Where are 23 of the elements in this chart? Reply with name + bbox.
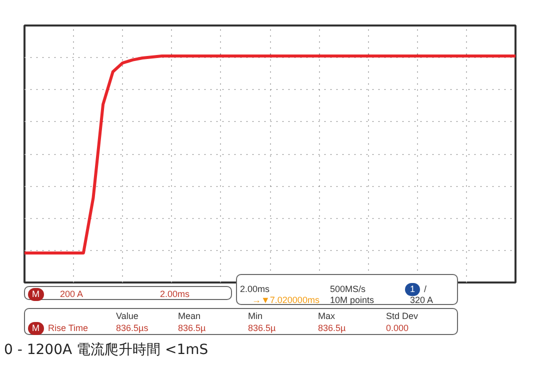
- text: 836.5µs: [116, 322, 148, 335]
- text: M: [28, 322, 44, 335]
- text: Min: [248, 310, 263, 323]
- text: /: [424, 283, 427, 296]
- text: 500MS/s: [330, 283, 366, 296]
- text: 2.00ms: [160, 288, 190, 301]
- text: 200 A: [60, 288, 84, 301]
- text: Rise Time: [48, 322, 88, 335]
- text: →▼7.020000ms: [252, 294, 320, 307]
- text: Max: [318, 310, 336, 323]
- text: 10M points: [330, 294, 374, 307]
- text: 0.000: [386, 322, 409, 335]
- text: M: [28, 288, 44, 301]
- text: 836.5µ: [248, 322, 276, 335]
- text: 836.5µ: [178, 322, 206, 335]
- text: 1: [405, 283, 420, 296]
- text: 320 A: [410, 294, 434, 307]
- text: Value: [116, 310, 138, 323]
- text: Mean: [178, 310, 201, 323]
- text: Std Dev: [386, 310, 418, 323]
- text: 836.5µ: [318, 322, 346, 335]
- text: 2.00ms: [240, 283, 270, 296]
- text: 0 - 1200A 電流爬升時間 <1mS: [4, 341, 208, 360]
